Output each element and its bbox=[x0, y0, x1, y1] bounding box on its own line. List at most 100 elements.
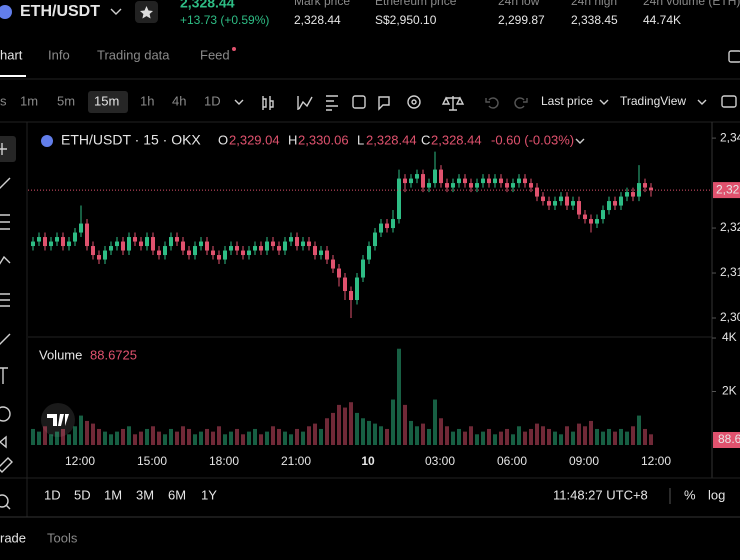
volume-bar bbox=[187, 428, 191, 445]
axes: 2,34 2,32 2,31 2,30 2,32 4K 2K 88.6 12:00 15:00 18… bbox=[28, 130, 740, 468]
candle-body bbox=[217, 255, 221, 260]
candle-body bbox=[457, 178, 461, 184]
pair-chevron[interactable] bbox=[110, 8, 122, 15]
ranges: 1D 5D 1M 3M 6M 1Y bbox=[44, 487, 217, 502]
volume-bar bbox=[193, 434, 197, 445]
volume-bar bbox=[295, 428, 299, 445]
tab[interactable]: Trading data bbox=[97, 47, 170, 62]
candle-body bbox=[619, 196, 623, 206]
candle-body bbox=[277, 246, 281, 251]
scale-option[interactable]: log bbox=[708, 487, 725, 502]
volume-bar bbox=[535, 423, 539, 445]
volume-bar bbox=[67, 434, 71, 445]
legend-chevron[interactable] bbox=[575, 138, 585, 144]
interval[interactable]: 1h bbox=[140, 93, 154, 108]
candle-body bbox=[103, 250, 107, 260]
expand-icon[interactable] bbox=[728, 50, 740, 63]
volume-bar bbox=[529, 428, 533, 445]
volume-value: 88.6725 bbox=[90, 347, 137, 362]
candle-body bbox=[205, 241, 209, 251]
volume-label: Volume bbox=[39, 347, 82, 362]
volume-bar bbox=[307, 426, 311, 445]
candle-body bbox=[37, 237, 41, 242]
range[interactable]: 5D bbox=[74, 487, 91, 502]
volume-bar bbox=[361, 418, 365, 445]
volume-bar bbox=[571, 431, 575, 445]
volume-bar bbox=[625, 431, 629, 445]
candle-body bbox=[523, 178, 527, 184]
scale-option[interactable]: % bbox=[684, 487, 696, 502]
tab[interactable]: Info bbox=[48, 47, 70, 62]
candle-body bbox=[421, 174, 425, 188]
time-tick-label: 10 bbox=[361, 454, 375, 468]
volume-bar bbox=[331, 412, 335, 445]
volume-bar bbox=[283, 431, 287, 445]
candle-body bbox=[115, 241, 119, 247]
range[interactable]: 3M bbox=[136, 487, 154, 502]
volume-bar bbox=[43, 426, 47, 445]
l-key: L bbox=[357, 132, 364, 147]
volume-bar bbox=[55, 431, 59, 445]
range[interactable]: 1Y bbox=[201, 487, 217, 502]
interval[interactable]: 4h bbox=[172, 93, 186, 108]
o-key: O bbox=[218, 132, 228, 147]
stat-value: 2,328.44 bbox=[294, 13, 341, 27]
candle-body bbox=[187, 250, 191, 256]
candle-body bbox=[493, 178, 497, 184]
camera-icon[interactable] bbox=[721, 95, 737, 108]
candle-body bbox=[265, 241, 269, 251]
interval-chevron[interactable] bbox=[234, 99, 244, 105]
candle-body bbox=[583, 214, 587, 220]
tab[interactable]: Feed bbox=[200, 47, 230, 62]
range[interactable]: 6M bbox=[168, 487, 186, 502]
candle-body bbox=[541, 196, 545, 202]
candle-body bbox=[229, 246, 233, 251]
volume-bar bbox=[121, 428, 125, 445]
candle-body bbox=[175, 237, 179, 242]
interval[interactable]: 15m bbox=[94, 93, 119, 108]
interval[interactable]: s bbox=[0, 93, 7, 108]
candle-body bbox=[283, 241, 287, 251]
chart-style[interactable]: TradingView bbox=[620, 94, 686, 108]
volume-bar bbox=[253, 428, 257, 445]
volume-bar bbox=[277, 428, 281, 445]
candle-body bbox=[565, 196, 569, 206]
interval[interactable]: 1D bbox=[204, 93, 221, 108]
volume-bar bbox=[319, 428, 323, 445]
high: 2,330.06 bbox=[298, 132, 349, 147]
volume-bar bbox=[457, 428, 461, 445]
volume-bar bbox=[391, 399, 395, 445]
candle-body bbox=[643, 183, 647, 188]
change: +13.73 (+0.59%) bbox=[180, 13, 269, 27]
price-source[interactable]: Last price bbox=[541, 94, 593, 108]
candle-body bbox=[433, 169, 437, 184]
interval[interactable]: 5m bbox=[57, 93, 75, 108]
candle-body bbox=[271, 241, 275, 247]
range[interactable]: 1D bbox=[44, 487, 61, 502]
price-source-chevron bbox=[599, 99, 609, 105]
volume-bar bbox=[583, 426, 587, 445]
candle-body bbox=[151, 237, 155, 251]
symbol-icon bbox=[41, 135, 53, 147]
candle-body bbox=[487, 178, 491, 184]
clock: 11:48:27 UTC+8 bbox=[553, 487, 648, 502]
candle-body bbox=[601, 210, 605, 220]
volume-bar bbox=[217, 426, 221, 445]
volume-bar bbox=[385, 428, 389, 445]
candle-body bbox=[121, 241, 125, 251]
volume-bar bbox=[349, 402, 353, 445]
pair[interactable]: ETH/USDT bbox=[20, 3, 100, 20]
volume-bar bbox=[97, 428, 101, 445]
volume-bar bbox=[169, 428, 173, 445]
candle-body bbox=[451, 183, 455, 188]
range[interactable]: 1M bbox=[104, 487, 122, 502]
candle-body bbox=[253, 246, 257, 251]
candle-body bbox=[355, 277, 359, 301]
bottom-tab[interactable]: rade bbox=[0, 530, 26, 545]
tab[interactable]: hart bbox=[0, 47, 23, 62]
interval[interactable]: 1m bbox=[20, 93, 38, 108]
volume-bar bbox=[631, 426, 635, 445]
bottom-tab[interactable]: Tools bbox=[47, 530, 78, 545]
candle-body bbox=[325, 250, 329, 260]
volume-bar bbox=[499, 431, 503, 445]
